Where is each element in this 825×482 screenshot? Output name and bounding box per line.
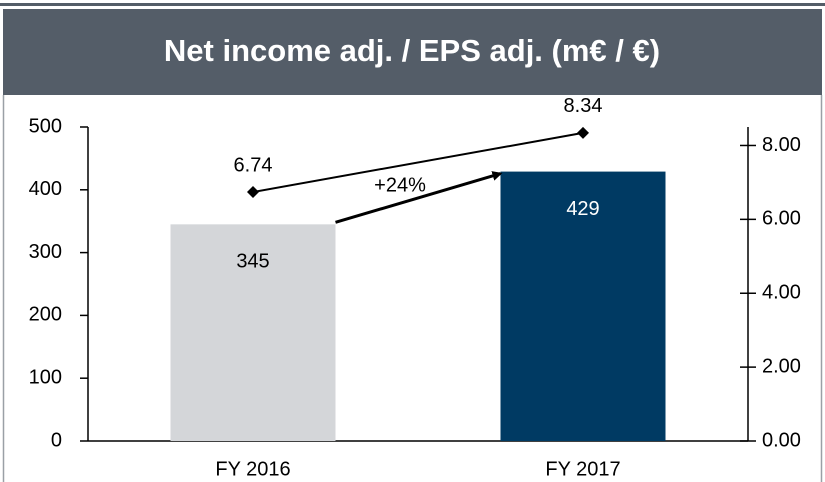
top-rule — [0, 3, 825, 6]
y2-tick-label: 4.00 — [762, 282, 801, 304]
title-band — [3, 9, 822, 95]
eps-marker — [577, 126, 589, 139]
chart-title: Net income adj. / EPS adj. (m€ / €) — [164, 33, 660, 68]
growth-arrow — [335, 171, 503, 224]
y-tick-label: 500 — [29, 115, 62, 137]
y-tick-label: 300 — [29, 241, 62, 263]
bar-value-label: 429 — [566, 198, 599, 220]
x-tick-label: FY 2017 — [545, 458, 620, 480]
growth-label: +24% — [374, 174, 426, 196]
eps-value-label: 6.74 — [234, 154, 273, 176]
y2-tick-label: 0.00 — [762, 429, 801, 451]
y-tick-label: 400 — [29, 178, 62, 200]
y2-tick-label: 8.00 — [762, 134, 801, 156]
y2-tick-label: 6.00 — [762, 208, 801, 230]
bar-value-label: 345 — [236, 251, 269, 273]
x-tick-label: FY 2016 — [215, 458, 290, 480]
bar — [170, 224, 336, 441]
eps-line — [252, 131, 584, 194]
bar — [500, 171, 666, 441]
y-tick-label: 100 — [29, 366, 62, 388]
eps-marker — [247, 186, 259, 199]
y-tick-label: 0 — [51, 429, 62, 451]
eps-value-label: 8.34 — [564, 95, 603, 117]
y2-tick-label: 2.00 — [762, 355, 801, 377]
y-tick-label: 200 — [29, 304, 62, 326]
